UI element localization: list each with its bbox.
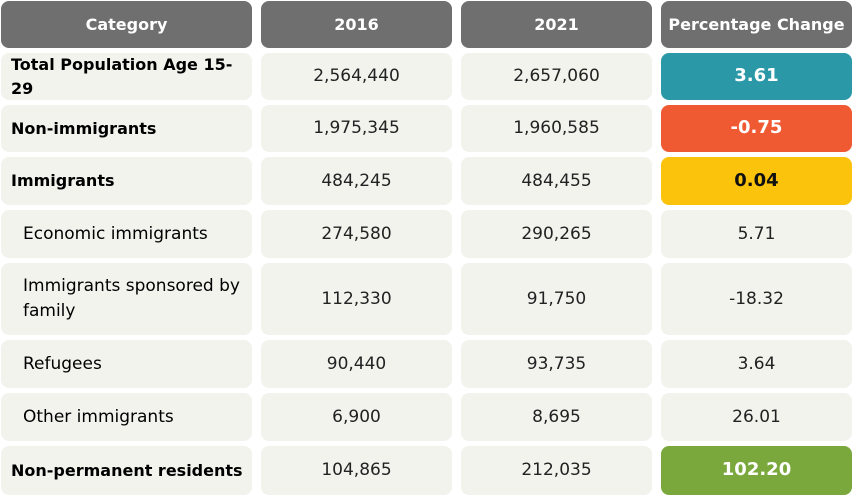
change-cell: 102.20 bbox=[661, 446, 852, 495]
change-cell: 3.64 bbox=[661, 340, 852, 388]
value-2021-cell: 1,960,585 bbox=[461, 105, 652, 152]
value-2021-cell: 212,035 bbox=[461, 446, 652, 495]
category-cell: Non-permanent residents bbox=[1, 446, 252, 495]
change-cell: 26.01 bbox=[661, 393, 852, 441]
change-cell: 5.71 bbox=[661, 210, 852, 258]
category-cell: Other immigrants bbox=[1, 393, 252, 441]
category-cell: Immigrants sponsored by family bbox=[1, 263, 252, 335]
value-2021-cell: 8,695 bbox=[461, 393, 652, 441]
value-2016-cell: 1,975,345 bbox=[261, 105, 452, 152]
change-cell: -18.32 bbox=[661, 263, 852, 335]
value-2016-cell: 112,330 bbox=[261, 263, 452, 335]
header-2021: 2021 bbox=[461, 1, 652, 48]
value-2016-cell: 484,245 bbox=[261, 157, 452, 205]
value-2016-cell: 90,440 bbox=[261, 340, 452, 388]
change-cell: -0.75 bbox=[661, 105, 852, 152]
change-cell: 3.61 bbox=[661, 53, 852, 100]
value-2021-cell: 2,657,060 bbox=[461, 53, 652, 100]
header-2016: 2016 bbox=[261, 1, 452, 48]
value-2016-cell: 6,900 bbox=[261, 393, 452, 441]
value-2021-cell: 91,750 bbox=[461, 263, 652, 335]
header-percentage-change: Percentage Change bbox=[661, 1, 852, 48]
value-2016-cell: 274,580 bbox=[261, 210, 452, 258]
value-2021-cell: 290,265 bbox=[461, 210, 652, 258]
change-cell: 0.04 bbox=[661, 157, 852, 205]
value-2016-cell: 2,564,440 bbox=[261, 53, 452, 100]
value-2021-cell: 93,735 bbox=[461, 340, 652, 388]
category-cell: Non-immigrants bbox=[1, 105, 252, 152]
value-2021-cell: 484,455 bbox=[461, 157, 652, 205]
value-2016-cell: 104,865 bbox=[261, 446, 452, 495]
header-category: Category bbox=[1, 1, 252, 48]
category-cell: Economic immigrants bbox=[1, 210, 252, 258]
category-cell: Refugees bbox=[1, 340, 252, 388]
category-cell: Total Population Age 15-29 bbox=[1, 53, 252, 100]
category-cell: Immigrants bbox=[1, 157, 252, 205]
